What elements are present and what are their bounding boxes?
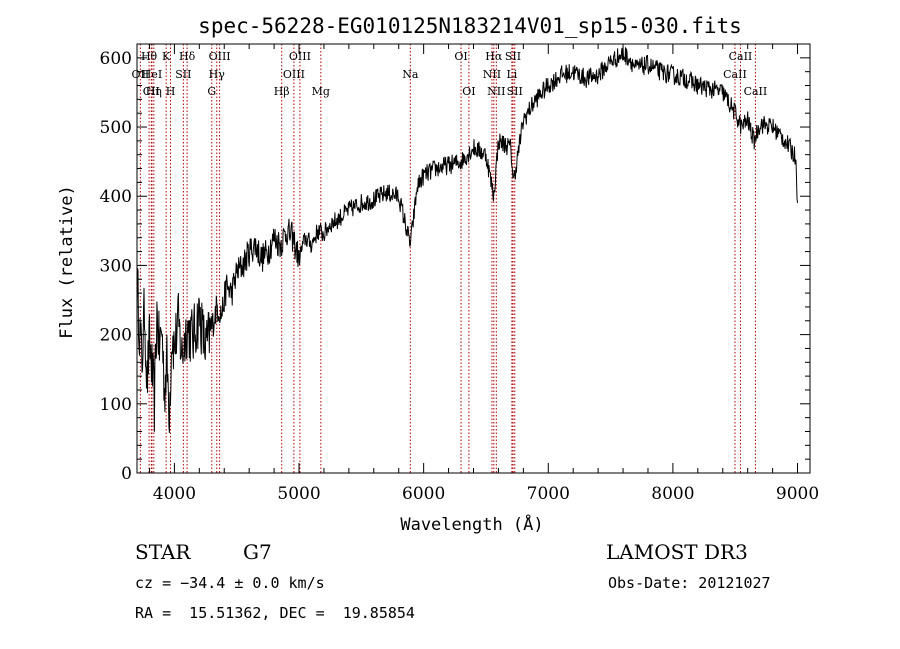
y-tick-label: 400 xyxy=(100,187,132,207)
x-axis-ticks: 4000 5000 6000 7000 8000 9000 xyxy=(148,44,819,504)
line-label: OIII xyxy=(289,50,311,63)
y-axis-ticks: 0 100 200 300 400 500 600 xyxy=(100,43,810,484)
x-tick-label: 4000 xyxy=(153,484,196,504)
line-label: NII xyxy=(483,68,501,81)
line-label: CaII xyxy=(723,68,747,81)
line-label: OI xyxy=(454,50,467,63)
y-tick-label: 300 xyxy=(100,256,132,276)
object-subclass: G7 xyxy=(243,540,272,564)
line-label: SII xyxy=(505,50,521,63)
line-label: Hη xyxy=(146,85,162,98)
line-label: OIII xyxy=(283,68,305,81)
x-axis-label: Wavelength (Å) xyxy=(400,513,543,535)
x-tick-label: 5000 xyxy=(277,484,320,504)
y-tick-label: 200 xyxy=(100,326,132,346)
line-label: NII xyxy=(487,85,505,98)
line-label: OII xyxy=(132,68,150,81)
line-label: Li xyxy=(506,68,517,81)
line-label: OI xyxy=(462,85,475,98)
x-tick-label: 8000 xyxy=(651,484,694,504)
line-label: Hγ xyxy=(209,68,226,81)
spectrum-series xyxy=(136,47,798,434)
line-label: CII xyxy=(143,85,160,98)
line-label: SII xyxy=(507,85,523,98)
survey-name: LAMOST DR3 xyxy=(606,540,748,564)
line-label: Hθ xyxy=(141,50,158,63)
line-label: Hβ xyxy=(274,85,290,98)
line-label: CaII xyxy=(744,85,768,98)
chart-title: spec-56228-EG010125N183214V01_sp15-030.f… xyxy=(198,14,742,38)
line-label: Na xyxy=(402,68,419,81)
observation-date: Obs-Date: 20121027 xyxy=(608,574,771,592)
line-label: Mg xyxy=(312,85,330,98)
y-tick-label: 100 xyxy=(100,395,132,415)
line-label: G xyxy=(207,85,216,98)
y-tick-label: 500 xyxy=(100,118,132,138)
spectral-line-labels: OII Hθ CII HeI Hη K H SII Hδ G Hγ OIII Hβ OIII OIII Mg N… xyxy=(132,50,768,98)
x-tick-label: 6000 xyxy=(402,484,445,504)
object-class: STAR xyxy=(135,540,191,564)
line-label: HeI xyxy=(142,68,162,81)
plot-frame xyxy=(136,43,811,474)
y-tick-label: 600 xyxy=(100,49,132,69)
x-tick-label: 7000 xyxy=(527,484,570,504)
coordinates: RA = 15.51362, DEC = 19.85854 xyxy=(135,604,415,622)
line-label: SII xyxy=(175,68,191,81)
line-label: Hα xyxy=(485,50,503,63)
line-label: H xyxy=(166,85,176,98)
line-label: K xyxy=(162,50,171,63)
line-label: Hδ xyxy=(179,50,196,63)
x-tick-label: 9000 xyxy=(776,484,819,504)
line-label: OIII xyxy=(209,50,231,63)
line-label: CaII xyxy=(729,50,753,63)
redshift-cz: cz = −34.4 ± 0.0 km/s xyxy=(135,574,325,592)
spectral-line-markers xyxy=(139,44,756,473)
y-axis-label: Flux (relative) xyxy=(57,185,77,339)
y-tick-label: 0 xyxy=(121,464,132,484)
